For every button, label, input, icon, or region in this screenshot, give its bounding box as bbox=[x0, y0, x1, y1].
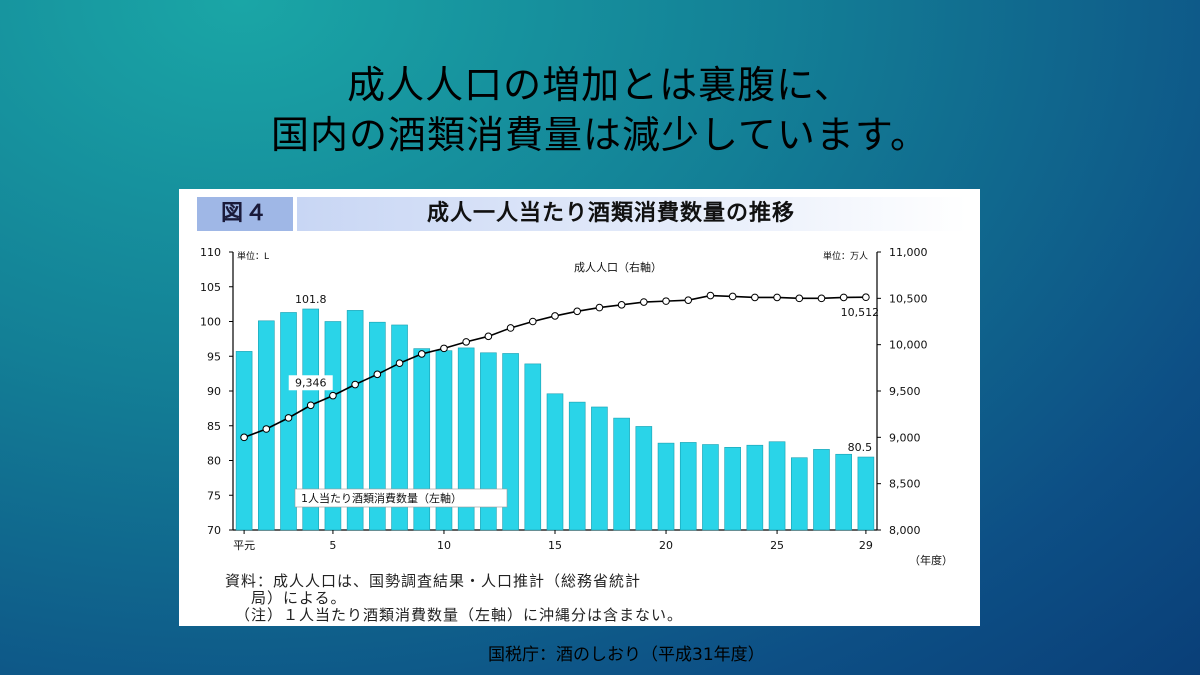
series-label-adult-population: 成人人口（右軸） bbox=[574, 260, 662, 274]
bar-consumption bbox=[657, 442, 675, 531]
figure-title: 成人一人当たり酒類消費数量の推移 bbox=[427, 201, 796, 226]
left-tick-label: 70 bbox=[207, 524, 221, 537]
annotation-box bbox=[288, 375, 333, 391]
right-tick-label: 11,000 bbox=[889, 246, 928, 259]
line-point-adult-population bbox=[862, 293, 870, 302]
line-point-adult-population bbox=[329, 391, 337, 400]
x-tick-label: 5 bbox=[329, 539, 336, 552]
bar-consumption bbox=[524, 363, 542, 531]
line-point-adult-population bbox=[817, 294, 826, 303]
bar-consumption bbox=[546, 393, 564, 531]
bar-consumption bbox=[502, 353, 519, 531]
x-tick-label: 15 bbox=[548, 539, 562, 552]
left-tick-label: 95 bbox=[207, 350, 221, 363]
annotation-line-last: 10,512 bbox=[841, 306, 880, 319]
figure-header: 図４ 成人一人当たり酒類消費数量の推移 bbox=[197, 197, 967, 231]
bar-consumption bbox=[835, 453, 852, 531]
line-point-adult-population bbox=[506, 324, 515, 332]
left-tick-label: 90 bbox=[207, 385, 221, 398]
right-axis-unit: 単位：万人 bbox=[823, 250, 868, 262]
series-label-consumption-box bbox=[294, 488, 508, 508]
annotation-bar-peak: 101.8 bbox=[295, 293, 327, 306]
bar-consumption bbox=[457, 347, 475, 531]
annotation-line-early: 9,346 bbox=[295, 376, 327, 389]
bar-consumption bbox=[369, 321, 386, 531]
right-tick-label: 10,000 bbox=[889, 339, 928, 352]
x-axis-unit: （年度） bbox=[909, 553, 953, 567]
line-point-adult-population bbox=[262, 425, 271, 433]
line-point-adult-population bbox=[551, 312, 559, 320]
bar-consumption bbox=[613, 417, 630, 531]
bar-consumption bbox=[635, 426, 653, 531]
line-point-adult-population bbox=[573, 307, 582, 316]
bar-consumption bbox=[746, 444, 764, 531]
line-point-adult-population bbox=[484, 332, 493, 341]
line-point-adult-population bbox=[351, 380, 359, 389]
bar-consumption bbox=[702, 444, 719, 531]
bar-consumption bbox=[413, 348, 431, 531]
line-point-adult-population bbox=[306, 401, 315, 410]
line-point-adult-population bbox=[528, 317, 537, 326]
line-point-adult-population bbox=[284, 414, 293, 422]
left-tick-label: 85 bbox=[207, 420, 221, 433]
bar-consumption bbox=[568, 401, 586, 531]
bar-consumption bbox=[724, 446, 741, 531]
line-point-adult-population bbox=[417, 350, 426, 358]
bar-consumption bbox=[591, 406, 608, 531]
series-label-consumption: 1人当たり酒類消費数量（左軸） bbox=[301, 491, 462, 505]
line-point-adult-population bbox=[440, 344, 448, 353]
right-tick-label: 9,500 bbox=[889, 385, 921, 398]
source-credit: 国税庁：酒のしおり（平成31年度） bbox=[488, 645, 765, 665]
bar-consumption bbox=[813, 449, 830, 531]
figure-note-line1: 資料：成人人口は、国勢調査結果・人口推計（総務省統計 bbox=[225, 572, 642, 590]
bar-consumption bbox=[768, 441, 786, 531]
left-tick-label: 100 bbox=[200, 316, 221, 329]
line-point-adult-population bbox=[617, 301, 626, 309]
figure-note-line2: 局）による。 bbox=[251, 589, 347, 607]
figure-note-line3: （注）１人当たり酒類消費数量（左軸）に沖縄分は含まない。 bbox=[235, 606, 684, 624]
x-tick-label: 10 bbox=[437, 539, 451, 552]
left-tick-label: 110 bbox=[200, 246, 221, 259]
right-tick-label: 8,000 bbox=[889, 524, 921, 537]
bar-consumption bbox=[480, 352, 497, 531]
line-point-adult-population bbox=[751, 293, 759, 302]
figure-panel: 図４ 成人一人当たり酒類消費数量の推移 70 75 80 85 90 95 100 105 11… bbox=[179, 189, 980, 626]
bar-consumption bbox=[790, 457, 808, 531]
bar-consumption bbox=[302, 308, 320, 531]
right-tick-label: 10,500 bbox=[889, 292, 928, 305]
annotation-bar-last: 80.5 bbox=[848, 441, 873, 454]
line-point-adult-population bbox=[773, 293, 781, 302]
line-point-adult-population bbox=[662, 297, 670, 305]
line-point-adult-population bbox=[595, 303, 604, 312]
line-point-adult-population bbox=[240, 433, 248, 442]
x-tick-label: 20 bbox=[659, 539, 673, 552]
figure-title-box: 成人一人当たり酒類消費数量の推移 bbox=[297, 197, 967, 231]
line-point-adult-population bbox=[728, 292, 737, 301]
slide-title-line1: 成人人口の増加とは裏腹に、 bbox=[347, 63, 853, 107]
line-point-adult-population bbox=[684, 296, 693, 304]
figure-badge: 図４ bbox=[197, 197, 293, 231]
right-tick-label: 8,500 bbox=[889, 478, 921, 491]
left-tick-label: 80 bbox=[207, 455, 221, 468]
line-point-adult-population bbox=[795, 294, 804, 303]
slide-title-line2: 国内の酒類消費量は減少しています。 bbox=[270, 113, 930, 157]
line-point-adult-population bbox=[640, 298, 648, 306]
line-point-adult-population bbox=[395, 359, 404, 367]
bar-consumption bbox=[346, 310, 364, 531]
bar-consumption bbox=[391, 324, 408, 531]
line-point-adult-population bbox=[706, 291, 715, 300]
line-point-adult-population bbox=[839, 293, 848, 302]
left-axis-unit: 単位：L bbox=[237, 250, 269, 262]
line-point-adult-population bbox=[373, 370, 382, 379]
right-tick-label: 9,000 bbox=[889, 431, 921, 444]
left-tick-label: 105 bbox=[200, 281, 221, 294]
left-tick-label: 75 bbox=[207, 489, 221, 502]
x-tick-label: 25 bbox=[770, 539, 784, 552]
line-point-adult-population bbox=[462, 338, 470, 346]
bar-consumption bbox=[857, 456, 875, 531]
chart: 7075808590951001051108,0008,5009,0009,50… bbox=[200, 246, 953, 567]
x-tick-label: 平元 bbox=[233, 539, 255, 552]
bar-consumption bbox=[679, 442, 697, 531]
x-tick-label: 29 bbox=[859, 539, 873, 552]
